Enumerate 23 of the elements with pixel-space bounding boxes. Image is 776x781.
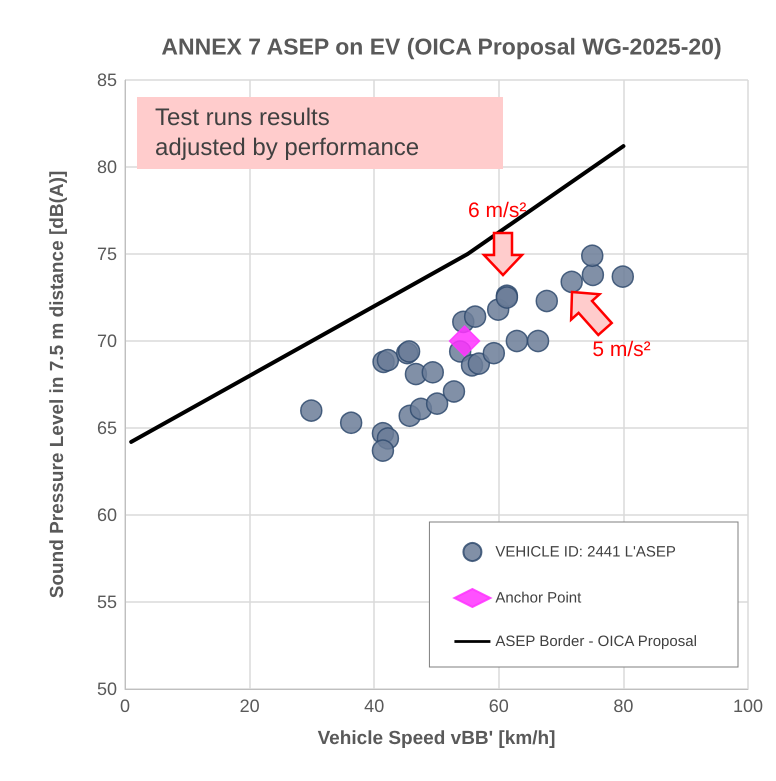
y-tick-label: 60 [96, 505, 117, 525]
annotation: 6 m/s² [468, 199, 526, 223]
x-tick-label: 100 [732, 696, 764, 716]
y-tick-label: 65 [96, 418, 117, 438]
y-tick-label: 85 [96, 70, 117, 90]
y-tick-label: 75 [96, 244, 117, 264]
y-tick-label: 50 [96, 679, 117, 699]
x-tick-label: 80 [613, 696, 634, 716]
y-tick-label: 55 [96, 592, 117, 612]
x-tick-label: 20 [240, 696, 260, 716]
y-tick-label: 70 [96, 331, 117, 351]
x-axis-title: Vehicle Speed vBB' [km/h] [318, 728, 556, 749]
y-tick-label: 80 [96, 157, 117, 177]
y-axis-title: Sound Pressure Level in 7.5 m distance [dB(A)] [47, 170, 68, 598]
legend-label: Anchor Point [495, 590, 582, 606]
x-tick-label: 60 [488, 696, 509, 716]
legend-label: ASEP Border - OICA Proposal [495, 633, 697, 650]
chart-title: ANNEX 7 ASEP on EV (OICA Proposal WG-2025-20) [161, 34, 722, 60]
callout-box: Test runs results adjusted by performance [137, 97, 503, 169]
legend-label: VEHICLE ID: 2441 L'ASEP [495, 544, 676, 560]
x-tick-label: 40 [364, 696, 384, 716]
annotation: 5 m/s² [592, 338, 651, 362]
x-tick-label: 0 [120, 696, 130, 716]
